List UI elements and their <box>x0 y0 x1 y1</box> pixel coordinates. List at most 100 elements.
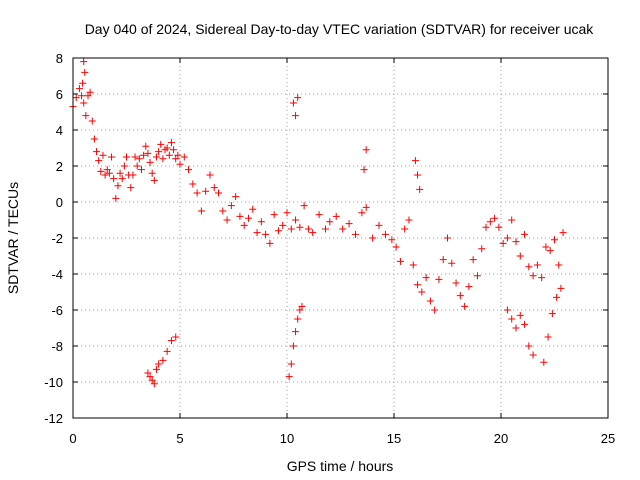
data-point <box>249 205 257 213</box>
data-point <box>148 376 156 384</box>
data-point <box>279 221 287 229</box>
data-point <box>478 245 486 253</box>
y-tick-label: 2 <box>56 159 63 174</box>
data-point <box>123 153 130 161</box>
data-point <box>150 380 158 388</box>
data-point <box>88 117 96 125</box>
data-point <box>418 288 426 296</box>
data-point <box>551 236 558 244</box>
data-point <box>79 79 87 87</box>
data-point <box>422 274 430 282</box>
data-point <box>274 227 282 235</box>
data-point <box>127 184 135 192</box>
data-point <box>193 189 201 197</box>
data-point <box>155 148 163 156</box>
data-point <box>503 306 511 314</box>
data-point <box>508 216 516 224</box>
data-point <box>283 209 291 217</box>
data-point <box>396 257 404 265</box>
data-point <box>326 218 334 226</box>
x-axis-label: GPS time / hours <box>287 458 394 474</box>
data-point <box>362 146 370 154</box>
data-point <box>80 99 88 107</box>
data-point <box>170 146 178 154</box>
data-point <box>339 225 347 233</box>
y-tick-label: -8 <box>51 339 63 354</box>
chart-title: Day 040 of 2024, Sidereal Day-to-day VTE… <box>85 21 595 37</box>
data-point <box>529 272 537 280</box>
data-point <box>148 169 156 177</box>
data-point <box>544 333 552 341</box>
data-point <box>152 153 160 161</box>
data-point <box>289 99 297 107</box>
data-point <box>375 221 383 229</box>
data-point <box>296 223 304 231</box>
x-tick-label: 0 <box>69 431 76 446</box>
data-point <box>491 214 499 222</box>
x-axis-ticks: 0 5 10 15 20 25 <box>69 58 615 446</box>
data-point <box>512 324 520 332</box>
data-point <box>294 315 302 323</box>
data-point <box>452 279 460 287</box>
data-point <box>172 333 180 341</box>
y-axis-ticks: -12 -10 -8 -6 -4 -2 0 2 4 6 8 <box>44 51 608 426</box>
data-point <box>159 356 167 364</box>
data-point <box>257 218 265 226</box>
data-point <box>172 155 180 163</box>
data-point <box>72 94 80 102</box>
data-point <box>414 281 422 289</box>
data-point <box>465 283 473 291</box>
data-point <box>322 225 330 233</box>
data-point <box>90 135 98 143</box>
data-point <box>388 236 396 244</box>
data-point <box>369 234 377 242</box>
data-point <box>137 166 145 174</box>
data-point <box>409 261 417 269</box>
data-point <box>116 169 124 177</box>
data-point <box>559 229 567 237</box>
x-tick-label: 20 <box>494 431 508 446</box>
data-point <box>210 184 218 192</box>
data-point <box>548 310 556 318</box>
data-point <box>240 221 248 229</box>
data-point <box>431 306 439 314</box>
data-point <box>392 243 400 251</box>
data-point <box>118 175 126 183</box>
y-tick-label: -12 <box>44 411 63 426</box>
data-point <box>75 85 83 93</box>
x-tick-label: 25 <box>601 431 615 446</box>
data-point <box>362 203 370 211</box>
data-point <box>95 157 103 165</box>
data-point <box>358 209 366 217</box>
data-point <box>557 284 565 292</box>
data-point <box>360 166 368 174</box>
data-point <box>332 212 340 220</box>
y-tick-label: 0 <box>56 195 63 210</box>
x-tick-label: 15 <box>387 431 401 446</box>
data-point <box>140 151 148 159</box>
data-point <box>99 151 107 159</box>
data-point <box>296 306 304 314</box>
data-point <box>292 216 300 224</box>
data-point <box>135 155 143 163</box>
data-point <box>103 166 111 174</box>
data-point <box>315 211 323 219</box>
data-point <box>416 185 424 193</box>
data-point <box>163 144 171 152</box>
data-point <box>167 337 175 345</box>
data-point <box>525 263 533 271</box>
data-point <box>142 142 150 150</box>
data-point <box>401 225 409 233</box>
data-point <box>448 259 456 267</box>
data-point <box>129 171 137 179</box>
data-point <box>461 302 469 310</box>
data-point <box>289 342 297 350</box>
data-point <box>503 234 511 242</box>
data-point <box>285 373 293 381</box>
data-point <box>180 153 188 161</box>
data-point <box>411 157 419 165</box>
data-point <box>157 140 165 148</box>
data-point <box>167 139 175 147</box>
data-point <box>114 182 122 190</box>
